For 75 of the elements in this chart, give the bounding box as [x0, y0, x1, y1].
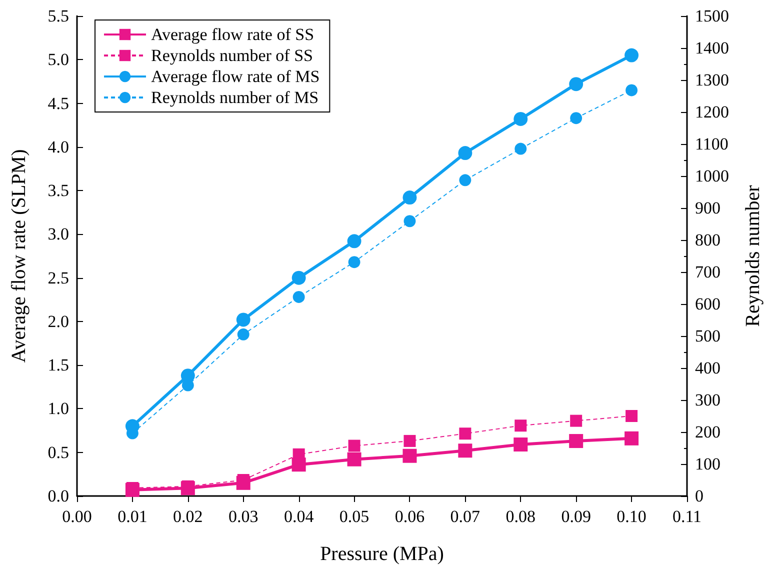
x-tick-label: 0.08 [506, 507, 536, 526]
y2-tick-label: 0 [695, 486, 704, 506]
point [569, 434, 584, 448]
point [402, 190, 417, 205]
point [347, 234, 362, 248]
y-axis-title: Average flow rate (SLPM) [8, 149, 30, 363]
x-tick-label: 0.07 [450, 507, 481, 526]
y2-tick-label: 1300 [695, 70, 729, 90]
x-tick-label: 0.09 [561, 507, 591, 526]
x-tick-label: 0.00 [62, 507, 92, 526]
point [404, 434, 416, 447]
point [570, 414, 582, 427]
y2-tick-label: 700 [695, 262, 720, 282]
y-tick-label: 0.5 [48, 442, 69, 462]
y2-tick-label: 400 [695, 358, 720, 378]
y-tick-label: 0.0 [48, 486, 69, 506]
y2-tick-label: 1000 [695, 166, 729, 186]
x-tick-label: 0.05 [339, 507, 370, 526]
x-axis-title: Pressure (MPa) [320, 543, 444, 565]
y2-tick-label: 1100 [695, 134, 728, 154]
point [292, 290, 305, 303]
point [459, 428, 472, 440]
point [514, 420, 527, 432]
y-tick-label: 1.0 [48, 399, 69, 418]
legend-label: Reynolds number of SS [151, 46, 313, 65]
point [514, 438, 528, 452]
point [237, 328, 250, 340]
point [569, 77, 584, 92]
point [624, 431, 639, 446]
y2-tick-label: 100 [695, 454, 720, 474]
y-tick-label: 3.0 [48, 224, 69, 244]
point [404, 215, 416, 228]
point [348, 440, 360, 452]
point [236, 312, 250, 327]
y-tick-label: 5.0 [48, 50, 69, 70]
point [514, 142, 527, 155]
x-tick-label: 0.03 [228, 507, 258, 526]
y2-tick-label: 900 [695, 198, 720, 218]
y-tick-label: 4.5 [48, 94, 69, 113]
x-tick-label: 0.06 [394, 507, 425, 526]
point [402, 448, 417, 463]
point [458, 444, 472, 458]
y-tick-label: 5.5 [48, 6, 69, 26]
legend-label: Average flow rate of SS [151, 25, 314, 44]
y2-tick-label: 1200 [695, 102, 729, 122]
x-tick-label: 0.01 [118, 507, 148, 526]
x-tick-label: 0.11 [672, 507, 702, 526]
x-tick-label: 0.02 [173, 507, 203, 526]
y-tick-label: 2.0 [48, 312, 69, 331]
y-tick-label: 2.5 [48, 268, 69, 288]
y2-tick-label: 600 [695, 294, 720, 314]
point [348, 256, 360, 268]
y2-tick-label: 800 [695, 230, 720, 250]
point [624, 48, 639, 62]
point [626, 410, 638, 422]
y2-tick-label: 1500 [695, 6, 729, 26]
y2-tick-label: 500 [695, 326, 720, 346]
legend-label: Reynolds number of MS [151, 88, 319, 107]
y-tick-label: 3.5 [48, 181, 69, 200]
y-tick-label: 4.0 [48, 137, 69, 156]
x-tick-label: 0.04 [284, 507, 314, 526]
x-tick-label: 0.10 [616, 507, 646, 526]
y-tick-label: 1.5 [48, 356, 69, 375]
legend-label: Average flow rate of MS [151, 67, 320, 86]
point [514, 112, 528, 126]
y2-tick-label: 1400 [695, 38, 729, 58]
point [292, 270, 306, 285]
y2-tick-label: 300 [695, 390, 720, 410]
point [347, 452, 362, 466]
point [570, 112, 582, 124]
point [459, 174, 472, 186]
y2-axis-title: Reynolds number [742, 184, 764, 327]
y2-tick-label: 200 [695, 422, 720, 442]
point [626, 84, 638, 96]
point [458, 146, 472, 160]
